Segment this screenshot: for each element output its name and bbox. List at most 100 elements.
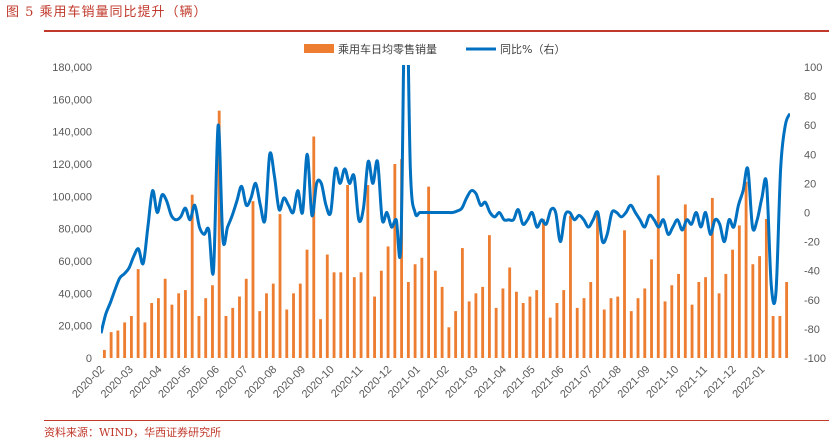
- bar: [373, 296, 376, 358]
- bar: [271, 283, 275, 358]
- bar: [440, 286, 444, 358]
- bar: [251, 201, 255, 358]
- bar: [710, 197, 714, 358]
- bar: [339, 272, 343, 358]
- y-right-axis: -100 -80 -60 -40 -20 0 20 40 60 80 100: [804, 62, 826, 365]
- bar: [258, 311, 262, 358]
- bar: [589, 282, 593, 358]
- bar: [643, 288, 647, 358]
- bar: [481, 286, 485, 358]
- figure-title: 图 5 乘用车销量同比提升（辆）: [6, 5, 208, 20]
- chart-area: 0 20,000 40,000 60,000 80,000 100,000 120,000 1…: [52, 42, 826, 401]
- y-right-tick-label: -80: [804, 324, 820, 336]
- bar: [197, 315, 201, 358]
- bar: [778, 315, 782, 358]
- bar: [454, 311, 458, 358]
- bar: [420, 257, 424, 358]
- bar: [217, 110, 221, 359]
- bar: [102, 349, 106, 358]
- bar: [184, 290, 187, 358]
- legend-label-line: 同比%（右）: [500, 42, 565, 56]
- y-left-tick-label: 0: [86, 353, 92, 365]
- x-tick-label: 2022-01: [730, 364, 767, 401]
- y-left-tick-label: 80,000: [58, 224, 92, 236]
- bar: [190, 194, 194, 358]
- bar: [575, 307, 579, 358]
- y-left-tick-label: 100,000: [52, 191, 92, 203]
- bar: [704, 277, 707, 358]
- bar: [170, 304, 174, 358]
- bar: [690, 304, 694, 358]
- bar: [785, 282, 789, 358]
- bar: [474, 293, 478, 358]
- bar: [555, 303, 559, 358]
- bar: [447, 327, 451, 358]
- bar: [278, 214, 282, 358]
- bar: [406, 282, 410, 358]
- source-note: 资料来源：WIND，华西证券研究所: [44, 426, 222, 439]
- y-left-tick-label: 140,000: [52, 127, 92, 139]
- bar: [602, 309, 606, 358]
- x-axis: 2020-022020-032020-042020-052020-062020-…: [70, 364, 767, 401]
- bar: [393, 164, 397, 358]
- bar: [136, 269, 140, 358]
- bar: [150, 303, 154, 358]
- bar: [508, 267, 512, 358]
- bar: [231, 307, 235, 358]
- y-right-tick-label: 100: [804, 62, 822, 74]
- bar: [109, 332, 113, 358]
- y-left-tick-label: 60,000: [58, 256, 92, 268]
- y-right-tick-label: 0: [804, 208, 810, 220]
- bar: [157, 298, 160, 358]
- bar: [501, 288, 505, 358]
- bar: [312, 136, 316, 358]
- y-left-tick-label: 180,000: [52, 62, 92, 74]
- bar: [528, 296, 532, 358]
- y-right-tick-label: -40: [804, 266, 820, 278]
- bar-series: [102, 110, 789, 359]
- bar: [265, 293, 268, 358]
- bar: [238, 296, 241, 358]
- legend-swatch-bar: [304, 44, 334, 53]
- bar: [548, 317, 552, 358]
- bar: [305, 249, 309, 358]
- legend-label-bar: 乘用车日均零售销量: [338, 42, 437, 56]
- bar: [224, 315, 228, 358]
- yoy-line: [101, 65, 790, 334]
- bar: [663, 301, 667, 358]
- bar: [346, 185, 349, 358]
- bar: [129, 315, 133, 358]
- bar: [609, 298, 613, 358]
- bar: [352, 277, 356, 358]
- bar: [460, 248, 464, 358]
- bar: [244, 278, 248, 358]
- bar: [487, 235, 491, 358]
- bar: [596, 212, 599, 358]
- line-series: [101, 65, 790, 334]
- bar: [298, 283, 302, 358]
- bar: [359, 272, 363, 358]
- bar: [521, 303, 525, 358]
- bar: [143, 322, 147, 358]
- bar: [650, 259, 653, 358]
- title-rule: [44, 30, 829, 32]
- y-right-tick-label: -60: [804, 295, 820, 307]
- bar: [764, 218, 768, 358]
- y-right-tick-label: 60: [804, 120, 816, 132]
- bar: [123, 322, 127, 358]
- bar: [285, 309, 289, 358]
- bar: [379, 270, 383, 358]
- bar: [494, 307, 498, 358]
- y-right-tick-label: 80: [804, 91, 816, 103]
- bar: [319, 319, 322, 358]
- bar: [677, 273, 680, 358]
- y-left-tick-label: 20,000: [58, 321, 92, 333]
- bar: [386, 246, 390, 358]
- bar: [467, 301, 471, 358]
- bar: [656, 175, 660, 358]
- bar: [116, 330, 120, 358]
- legend: 乘用车日均零售销量 同比%（右）: [304, 42, 565, 56]
- y-left-tick-label: 40,000: [58, 288, 92, 300]
- bar: [623, 230, 626, 358]
- y-right-tick-label: 40: [804, 149, 816, 161]
